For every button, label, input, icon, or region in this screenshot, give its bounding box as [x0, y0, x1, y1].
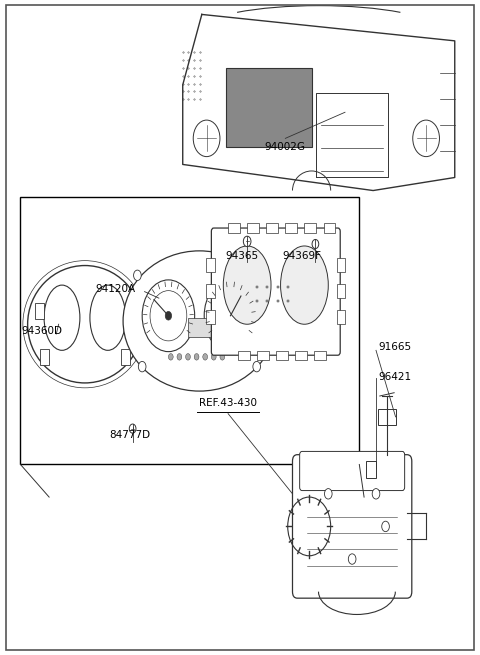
Ellipse shape [281, 246, 328, 324]
Bar [125, 303, 135, 319]
Bar [378, 409, 396, 425]
Bar [206, 310, 215, 324]
Circle shape [211, 354, 216, 360]
Bar [337, 310, 346, 324]
Circle shape [243, 236, 251, 247]
Text: 94365: 94365 [226, 251, 259, 261]
Bar [35, 303, 44, 319]
Circle shape [133, 270, 141, 280]
Circle shape [348, 554, 356, 564]
Text: REF.43-430: REF.43-430 [199, 398, 257, 408]
Bar [337, 257, 346, 272]
Circle shape [372, 489, 380, 499]
Bar [226, 68, 312, 147]
Circle shape [228, 312, 234, 320]
Bar [276, 350, 288, 360]
Bar [324, 223, 336, 233]
FancyBboxPatch shape [292, 455, 412, 598]
Bar [39, 349, 49, 365]
Circle shape [165, 312, 171, 320]
Ellipse shape [123, 251, 276, 391]
Bar [304, 223, 316, 233]
Circle shape [312, 240, 319, 249]
Circle shape [194, 354, 199, 360]
Text: 94120A: 94120A [96, 284, 136, 293]
Bar [206, 257, 215, 272]
Circle shape [186, 354, 191, 360]
Bar [120, 349, 130, 365]
Circle shape [324, 489, 332, 499]
Bar [238, 350, 250, 360]
Circle shape [258, 270, 265, 280]
Bar [285, 223, 297, 233]
Circle shape [253, 362, 261, 372]
Circle shape [168, 354, 173, 360]
Bar [257, 350, 269, 360]
Circle shape [382, 521, 389, 532]
Bar [228, 223, 240, 233]
Text: 94002G: 94002G [265, 141, 306, 151]
Ellipse shape [223, 246, 271, 324]
Bar [206, 284, 215, 298]
Bar [295, 350, 307, 360]
FancyBboxPatch shape [211, 228, 340, 355]
FancyBboxPatch shape [300, 451, 405, 491]
Text: 96421: 96421 [378, 371, 411, 382]
Text: 94360D: 94360D [22, 326, 62, 336]
Bar [337, 284, 346, 298]
Ellipse shape [28, 265, 142, 383]
Circle shape [220, 354, 225, 360]
Ellipse shape [90, 285, 126, 350]
Circle shape [203, 354, 207, 360]
Bar [188, 318, 211, 337]
Circle shape [129, 424, 136, 433]
Circle shape [177, 354, 182, 360]
Circle shape [138, 362, 146, 372]
Text: 91665: 91665 [378, 343, 411, 352]
Bar [247, 223, 259, 233]
Bar [21, 197, 360, 464]
Ellipse shape [44, 285, 80, 350]
Bar [366, 461, 376, 477]
Text: 94369F: 94369F [283, 251, 322, 261]
Bar [314, 350, 326, 360]
Bar [266, 223, 278, 233]
Text: 84777D: 84777D [109, 430, 151, 440]
